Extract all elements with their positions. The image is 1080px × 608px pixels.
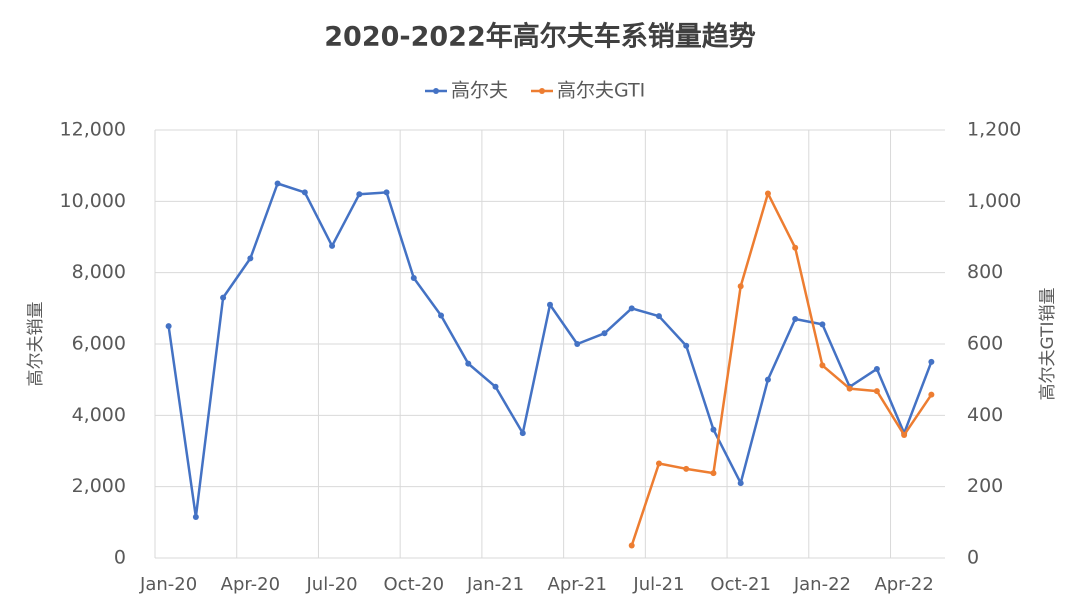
data-point — [819, 321, 826, 328]
y-tick-label: 2,000 — [72, 475, 126, 497]
data-point — [220, 294, 227, 301]
data-point — [792, 316, 799, 323]
data-point — [574, 341, 581, 347]
y-tick-label: 12,000 — [60, 119, 126, 141]
y-tick-label: 10,000 — [60, 190, 126, 212]
y-tick-label: 8,000 — [72, 261, 126, 283]
y2-tick-label: 600 — [967, 333, 1003, 355]
data-point — [710, 426, 717, 433]
data-point — [655, 313, 662, 320]
x-tick-label: Oct-20 — [384, 574, 445, 595]
y2-axis-title: 高尔夫GTI销量 — [1038, 288, 1058, 401]
legend-label: 高尔夫GTI — [557, 80, 645, 102]
data-point — [873, 388, 880, 395]
data-point — [901, 431, 908, 438]
y-tick-label: 4,000 — [72, 404, 126, 426]
data-point — [601, 330, 608, 337]
x-tick-label: Oct-21 — [710, 574, 771, 595]
series-line — [167, 182, 933, 519]
data-point — [928, 358, 935, 365]
data-point — [846, 385, 853, 392]
legend-label: 高尔夫 — [451, 80, 508, 102]
data-point — [928, 391, 935, 398]
x-tick-label: Jan-20 — [139, 574, 197, 595]
data-point — [192, 513, 199, 520]
data-point — [165, 323, 172, 330]
y-axis-title: 高尔夫销量 — [26, 302, 46, 387]
x-tick-label: Jan-21 — [466, 574, 524, 595]
data-point — [628, 305, 635, 312]
chart-title: 2020-2022年高尔夫车系销量趋势 — [324, 21, 756, 53]
data-point — [547, 301, 553, 308]
y2-tick-label: 800 — [967, 261, 1003, 283]
y-tick-label: 0 — [114, 547, 126, 569]
data-point — [438, 312, 445, 319]
data-point — [356, 191, 363, 198]
data-point — [410, 275, 417, 282]
y2-tick-label: 0 — [967, 547, 979, 569]
x-tick-label: Jul-20 — [306, 574, 358, 595]
data-point — [819, 362, 826, 369]
data-point — [655, 460, 662, 467]
data-point — [873, 365, 880, 372]
x-tick-label: Apr-20 — [221, 574, 280, 595]
x-tick-label: Jul-21 — [632, 574, 684, 595]
legend-marker — [539, 88, 545, 94]
data-point — [764, 376, 771, 383]
x-tick-label: Apr-21 — [548, 574, 607, 595]
series-line — [630, 192, 933, 546]
x-tick-label: Jan-22 — [793, 574, 851, 595]
data-point — [519, 430, 526, 437]
data-point — [628, 542, 635, 549]
data-point — [247, 255, 254, 262]
data-point — [737, 283, 744, 290]
x-tick-label: Apr-22 — [874, 574, 933, 595]
data-point — [792, 244, 799, 251]
y-tick-label: 6,000 — [72, 333, 126, 355]
data-point — [683, 465, 690, 472]
data-point — [465, 360, 472, 367]
y2-tick-label: 1,200 — [967, 119, 1021, 141]
data-point — [274, 180, 281, 187]
data-point — [683, 342, 690, 349]
legend-marker — [433, 88, 439, 94]
data-point — [329, 242, 336, 249]
data-point — [737, 480, 744, 487]
data-point — [383, 189, 390, 196]
y2-tick-label: 1,000 — [967, 190, 1021, 212]
y2-tick-label: 400 — [967, 404, 1003, 426]
data-point — [710, 470, 717, 477]
y2-tick-label: 200 — [967, 475, 1003, 497]
data-point — [764, 190, 771, 197]
data-point — [492, 383, 499, 390]
data-point — [301, 189, 308, 196]
